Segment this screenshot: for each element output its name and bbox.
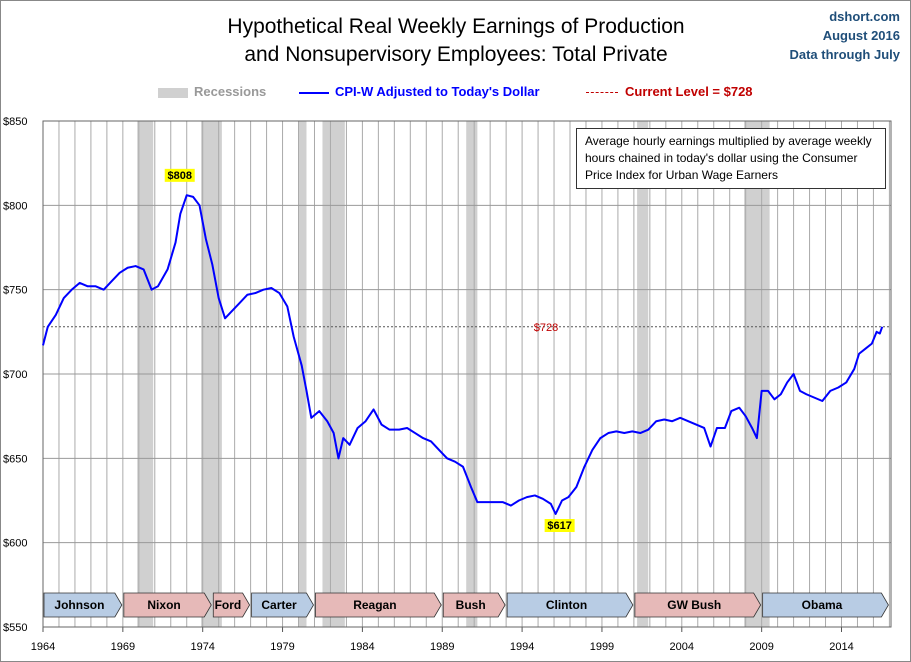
annotation-highlight: [164, 168, 195, 182]
legend-recession-swatch: [158, 88, 188, 98]
president-band-bush: [442, 592, 506, 618]
president-band-carter: [251, 592, 314, 618]
president-band-clinton: [506, 592, 634, 618]
president-band-obama: [762, 592, 889, 618]
x-tick-label: 1979: [270, 641, 294, 653]
data-through: Data through July: [789, 47, 900, 62]
x-tick-label: 1969: [111, 641, 135, 653]
current-level-label: $728: [534, 322, 558, 334]
y-tick-label: $700: [3, 369, 27, 381]
president-label: Ford: [215, 598, 242, 612]
y-tick-label: $750: [3, 285, 27, 297]
x-tick-label: 1994: [510, 641, 534, 653]
annotation-label: $617: [547, 520, 571, 532]
president-band-reagan: [315, 592, 442, 618]
president-band-johnson: [43, 592, 123, 618]
y-tick-label: $850: [3, 116, 27, 128]
title-line-1: Hypothetical Real Weekly Earnings of Pro…: [227, 15, 685, 38]
president-band-gw-bush: [634, 592, 762, 618]
president-band-ford: [212, 592, 251, 618]
x-tick-label: 2009: [749, 641, 773, 653]
date: August 2016: [822, 28, 900, 43]
president-label: Carter: [261, 598, 297, 612]
y-tick-label: $650: [3, 453, 27, 465]
y-tick-label: $600: [3, 538, 27, 550]
y-tick-label: $800: [3, 200, 27, 212]
x-tick-label: 2014: [829, 641, 853, 653]
president-band-nixon: [123, 592, 212, 618]
president-label: Johnson: [54, 598, 104, 612]
x-tick-label: 1974: [190, 641, 214, 653]
president-label: GW Bush: [667, 598, 721, 612]
y-tick-label: $550: [3, 622, 27, 634]
x-tick-label: 1964: [31, 641, 55, 653]
x-tick-label: 1989: [430, 641, 454, 653]
x-tick-label: 2004: [670, 641, 694, 653]
chart-title: Hypothetical Real Weekly Earnings of Pro…: [151, 13, 761, 69]
annotation-label: $808: [167, 170, 191, 182]
source-info: dshort.com August 2016 Data through July: [789, 7, 900, 64]
legend-current-swatch: [586, 92, 618, 93]
annotation-note: Average hourly earnings multiplied by av…: [576, 128, 886, 189]
legend-series-swatch: [299, 92, 329, 94]
x-tick-label: 1984: [350, 641, 374, 653]
x-tick-label: 1999: [590, 641, 614, 653]
legend-recessions: Recessions: [194, 84, 267, 99]
title-line-2: and Nonsupervisory Employees: Total Priv…: [244, 43, 668, 66]
plot-border: [42, 120, 892, 628]
annotation-highlight: [544, 518, 575, 532]
president-label: Bush: [456, 598, 486, 612]
source: dshort.com: [829, 9, 900, 24]
legend-series: CPI-W Adjusted to Today's Dollar: [335, 84, 540, 99]
president-label: Nixon: [147, 598, 180, 612]
legend-current: Current Level = $728: [625, 84, 753, 99]
president-label: Clinton: [546, 598, 587, 612]
president-label: Obama: [802, 598, 843, 612]
president-label: Reagan: [353, 598, 396, 612]
